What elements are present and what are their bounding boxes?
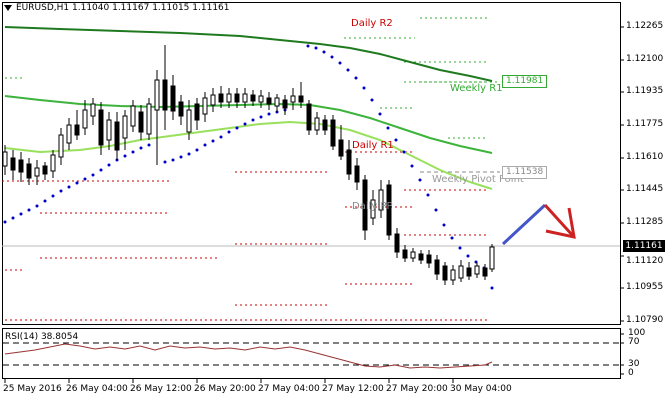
daily-r1-label: Daily R1 bbox=[352, 140, 394, 151]
price-tick: 1.11120 bbox=[626, 256, 664, 266]
price-tick: 1.11445 bbox=[626, 184, 664, 194]
high-value: 1.11167 bbox=[112, 3, 150, 13]
time-axis: 25 May 2016 26 May 04:00 26 May 12:00 26… bbox=[0, 384, 620, 400]
price-tick: 1.11935 bbox=[626, 86, 664, 96]
time-tick: 27 May 04:00 bbox=[258, 384, 320, 394]
main-panel-border bbox=[2, 2, 621, 325]
open-value: 1.11040 bbox=[72, 3, 110, 13]
rsi-panel-border bbox=[2, 328, 621, 379]
weekly-r1-label: Weekly R1 bbox=[450, 83, 503, 94]
chart-title: EURUSD,H1 1.11040 1.11167 1.11015 1.1116… bbox=[4, 3, 230, 13]
daily-r2-label: Daily R2 bbox=[351, 18, 393, 29]
weekly-pivot-label: Weekly Pivot Point bbox=[432, 174, 524, 185]
rsi-tick: 70 bbox=[628, 337, 640, 347]
rsi-tick: 30 bbox=[628, 359, 640, 369]
time-tick: 30 May 04:00 bbox=[450, 384, 512, 394]
price-tick: 1.10790 bbox=[626, 315, 664, 325]
low-value: 1.11015 bbox=[152, 3, 190, 13]
rsi-line bbox=[4, 343, 493, 369]
time-tick: 27 May 20:00 bbox=[386, 384, 448, 394]
time-tick: 25 May 2016 bbox=[3, 384, 62, 394]
price-tick: 1.11775 bbox=[626, 119, 664, 129]
time-tick: 26 May 04:00 bbox=[66, 384, 128, 394]
rsi-axis-ticks bbox=[620, 333, 624, 375]
dropdown-triangle-icon[interactable] bbox=[4, 4, 12, 11]
current-price-badge: 1.11161 bbox=[623, 240, 665, 252]
rsi-tick: 100 bbox=[628, 328, 646, 338]
daily-pp-label: Daily PP bbox=[352, 201, 393, 212]
rsi-indicator-label: RSI(14) 38.8054 bbox=[5, 332, 79, 342]
price-axis-ticks bbox=[620, 26, 624, 322]
close-value: 1.11161 bbox=[192, 3, 230, 13]
price-tick: 1.11285 bbox=[626, 217, 664, 227]
time-axis-ticks bbox=[4, 379, 454, 383]
parabolic-sar-dots bbox=[3, 44, 494, 290]
rsi-tick: 0 bbox=[628, 368, 634, 378]
price-tick: 1.12100 bbox=[626, 54, 664, 64]
time-tick: 27 May 12:00 bbox=[322, 384, 384, 394]
bullish-arrow-icon bbox=[501, 203, 547, 246]
price-tick: 1.11610 bbox=[626, 152, 664, 162]
weekly-r1-value-box: 1.11981 bbox=[502, 75, 548, 88]
weekly-pivot-value-box: 1.11538 bbox=[502, 166, 548, 179]
price-tick: 1.12265 bbox=[626, 21, 664, 31]
price-tick: 1.10955 bbox=[626, 282, 664, 292]
ma-fast-line bbox=[4, 120, 493, 190]
price-axis: 1.12265 1.12100 1.11935 1.11775 1.11610 … bbox=[626, 0, 668, 325]
time-tick: 26 May 20:00 bbox=[194, 384, 256, 394]
daily-pivot-lines bbox=[2, 17, 488, 321]
candlesticks bbox=[2, 45, 495, 285]
bearish-arrow-icon bbox=[543, 203, 576, 239]
time-tick: 26 May 12:00 bbox=[130, 384, 192, 394]
symbol-label: EURUSD,H1 bbox=[16, 3, 70, 13]
ma-slow-line bbox=[4, 26, 493, 82]
